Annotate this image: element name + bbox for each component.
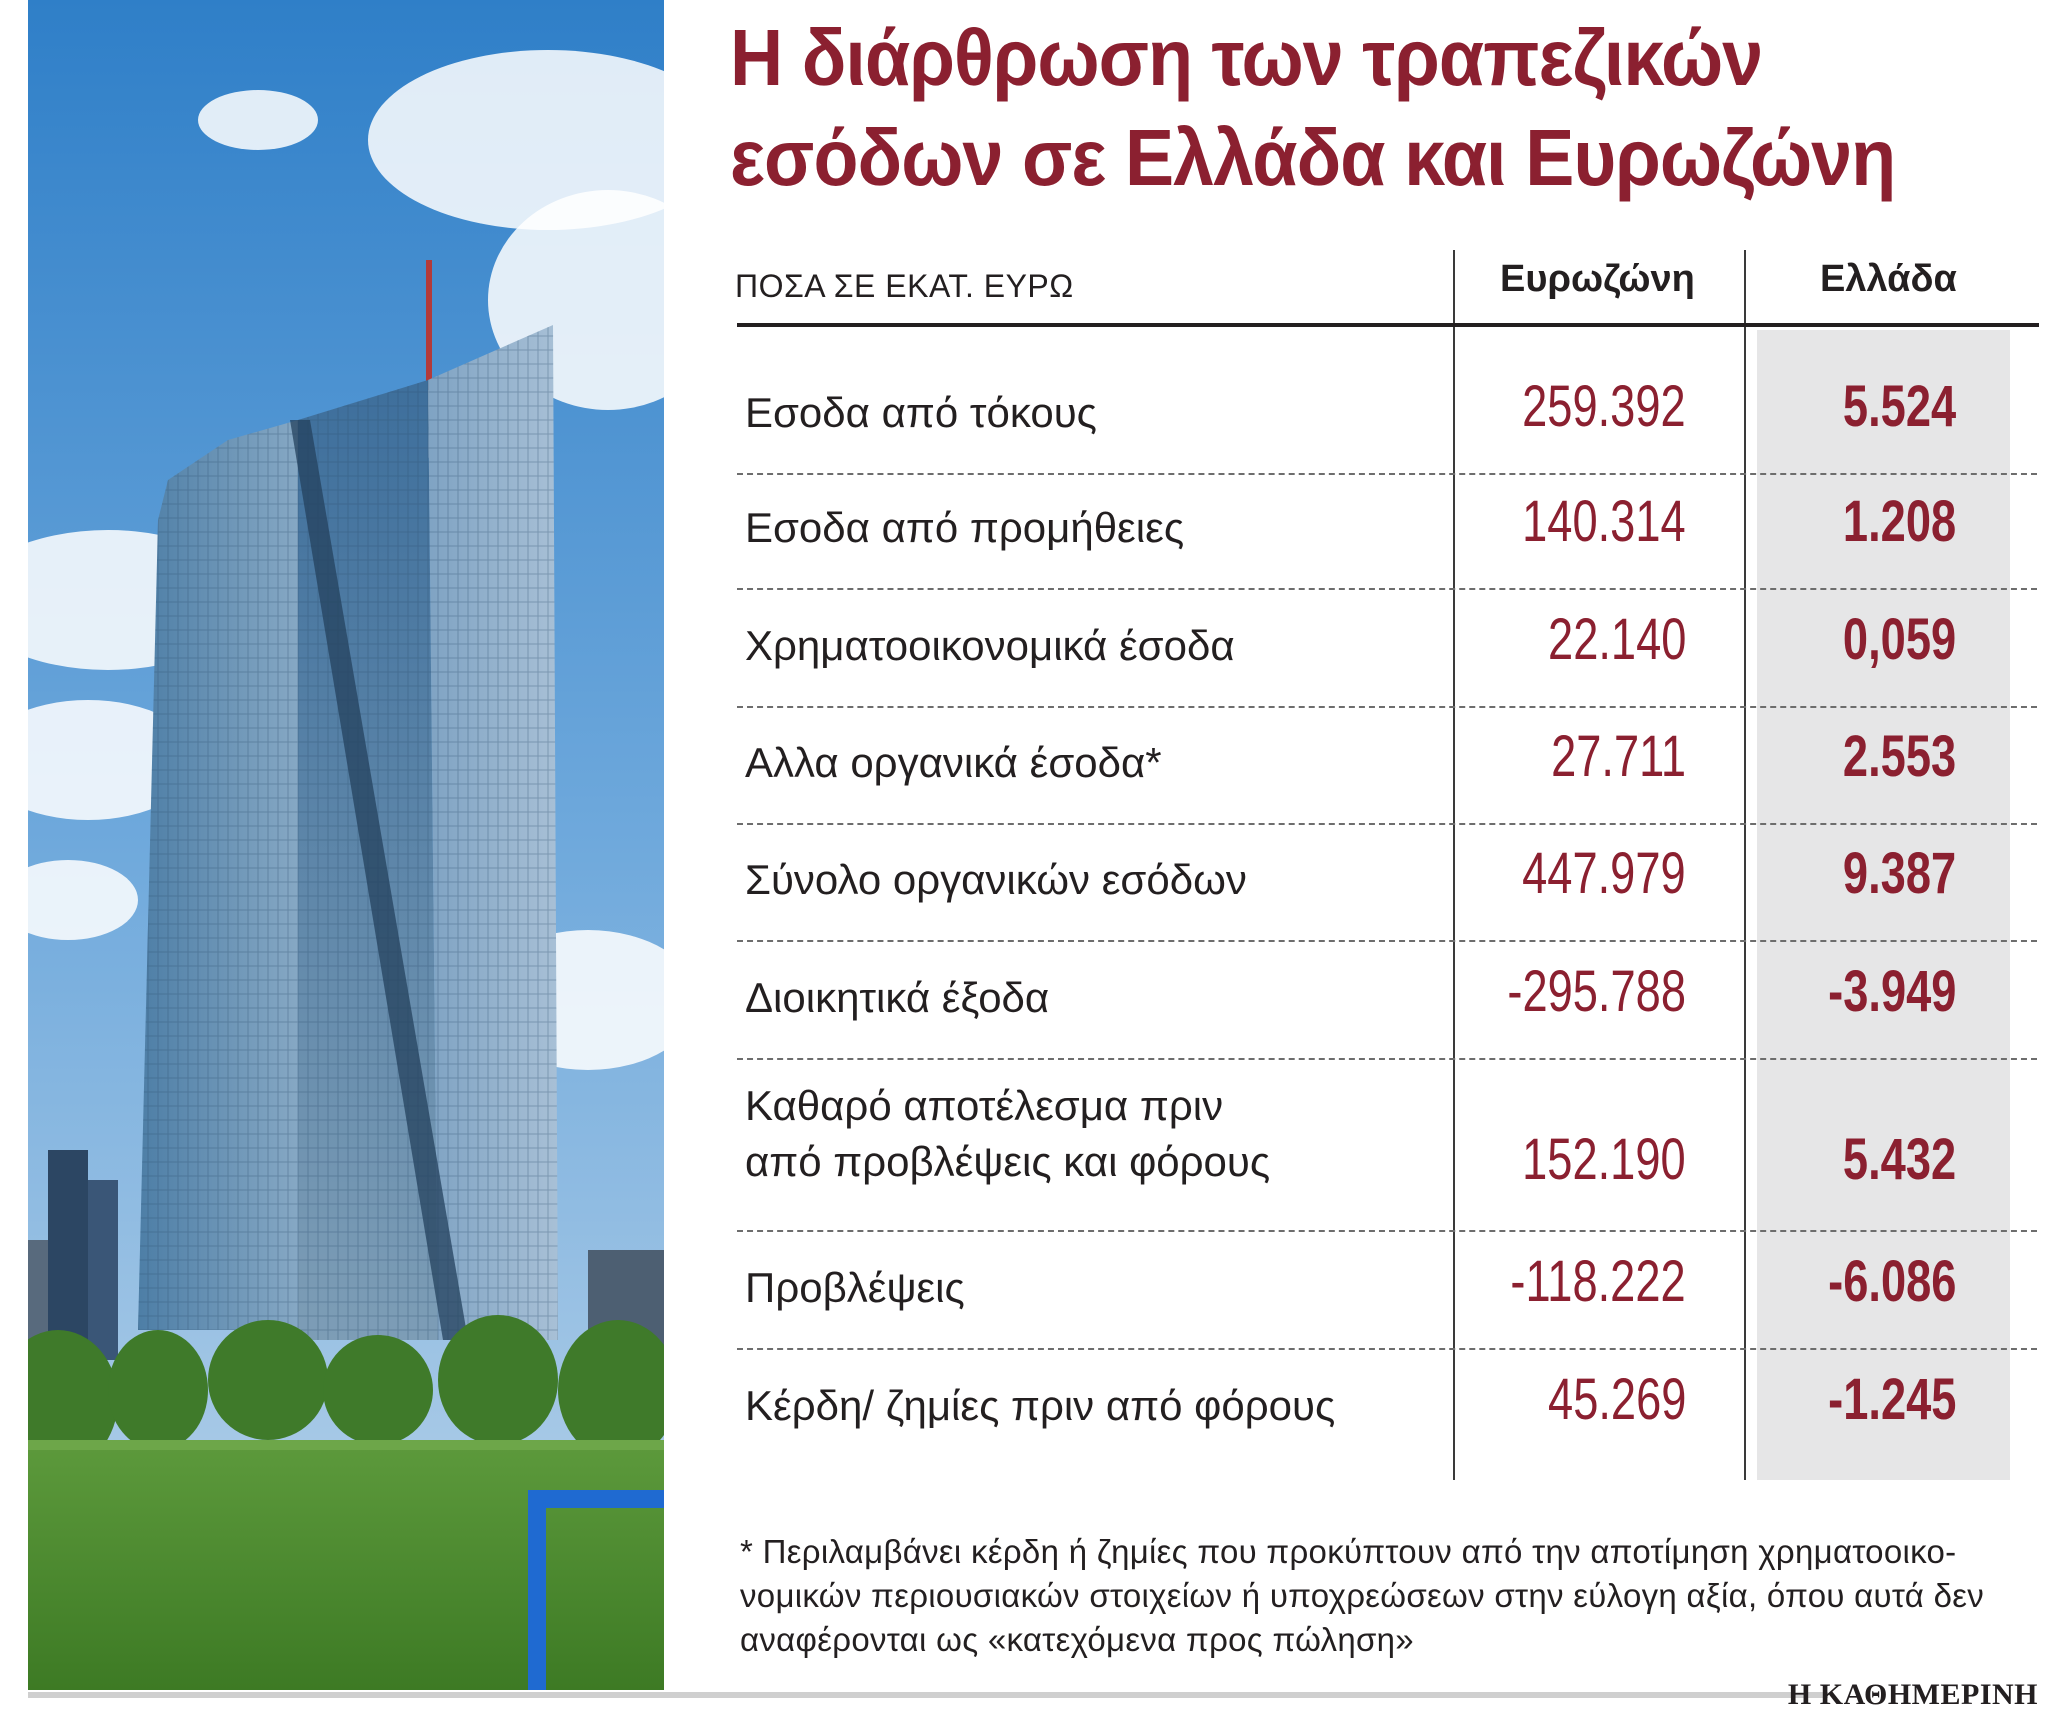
unit-label: ΠΟΣΑ ΣΕ ΕΚΑΤ. ΕΥΡΩ xyxy=(735,268,1074,304)
row-label: Καθαρό αποτέλεσμα πριν από προβλέψεις κα… xyxy=(745,1082,1271,1185)
eurozone-value: 152.190 xyxy=(1522,1127,1686,1192)
header-rule xyxy=(737,323,2039,327)
row-label: Χρηματοοικονομικά έσοδα xyxy=(745,622,1235,669)
row-separator xyxy=(737,588,2037,590)
greece-value: 1.208 xyxy=(1842,489,1956,554)
eurozone-value: 140.314 xyxy=(1522,489,1686,554)
row-label: Διοικητικά έξοδα xyxy=(745,974,1050,1021)
greece-value: 0,059 xyxy=(1842,607,1956,672)
greece-value: 9.387 xyxy=(1842,841,1956,906)
chart-title-line-2: εσόδων σε Ελλάδα και Ευρωζώνη xyxy=(730,113,1896,202)
column-header-greece: Ελλάδα xyxy=(1820,258,1957,300)
greece-value: 5.524 xyxy=(1842,374,1956,439)
column-divider-right xyxy=(1744,250,1746,1480)
column-divider-left xyxy=(1453,250,1455,1480)
eurozone-value: 22.140 xyxy=(1547,607,1686,672)
publisher-logo: Η ΚΑΘΗΜΕΡΙΝΗ xyxy=(1787,1678,2038,1711)
eurozone-value: 27.711 xyxy=(1550,724,1686,789)
ecb-building-photo xyxy=(28,0,664,1690)
greece-column-background xyxy=(1757,330,2010,1480)
column-header-eurozone: Ευρωζώνη xyxy=(1500,258,1695,300)
eurozone-value: -295.788 xyxy=(1507,959,1686,1024)
greece-value: -1.245 xyxy=(1827,1367,1956,1432)
greece-value: 2.553 xyxy=(1842,724,1956,789)
row-separator xyxy=(737,473,2037,475)
row-separator xyxy=(737,940,2037,942)
row-label: Σύνολο οργανικών εσόδων xyxy=(745,856,1247,903)
row-separator xyxy=(737,823,2037,825)
eurozone-value: 259.392 xyxy=(1522,374,1686,439)
chart-title-line-1: Η διάρθρωση των τραπεζικών xyxy=(730,13,1763,102)
bottom-rule xyxy=(28,1692,1828,1698)
greece-value: -3.949 xyxy=(1827,959,1956,1024)
eurozone-value: -118.222 xyxy=(1510,1249,1686,1314)
row-separator xyxy=(737,1058,2037,1060)
chart-title: Η διάρθρωση των τραπεζικών εσόδων σε Ελλ… xyxy=(730,8,1926,208)
row-label: Εσοδα από τόκους xyxy=(745,389,1097,436)
row-separator xyxy=(737,706,2037,708)
row-separator xyxy=(737,1348,2037,1350)
eurozone-value: 45.269 xyxy=(1547,1367,1686,1432)
row-label: Κέρδη/ ζημίες πριν από φόρους xyxy=(745,1382,1336,1429)
row-separator xyxy=(737,1230,2037,1232)
row-label: Προβλέψεις xyxy=(745,1264,965,1311)
row-label: Αλλα οργανικά έσοδα* xyxy=(745,739,1162,786)
footnote: * Περιλαμβάνει κέρδη ή ζημίες που προκύπ… xyxy=(740,1533,1985,1658)
greece-value: -6.086 xyxy=(1827,1249,1956,1314)
eurozone-value: 447.979 xyxy=(1522,841,1686,906)
greece-value: 5.432 xyxy=(1842,1127,1956,1192)
row-label: Εσοδα από προμήθειες xyxy=(745,504,1185,551)
